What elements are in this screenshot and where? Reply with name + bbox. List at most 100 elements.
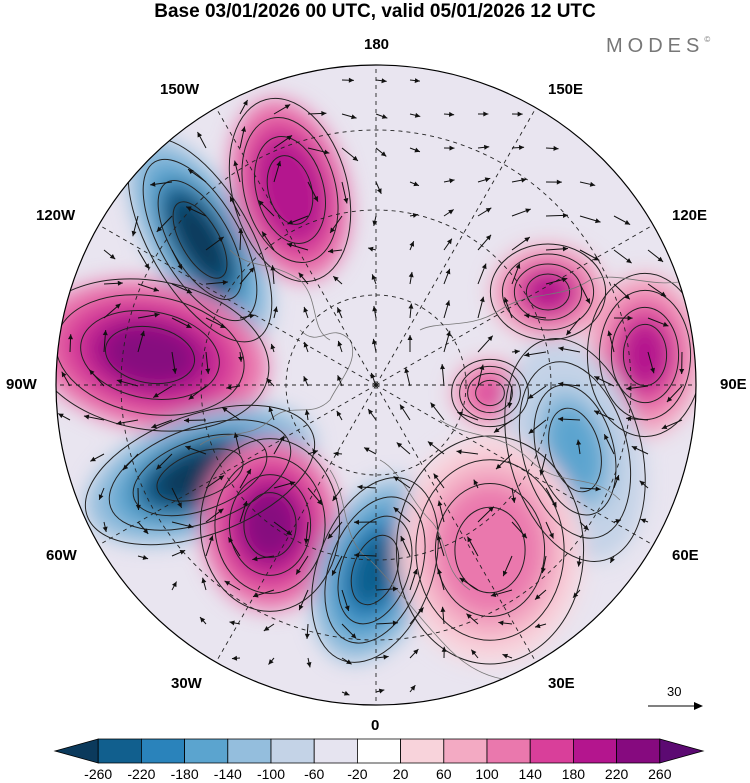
wind-arrow-head (381, 78, 387, 84)
wind-arrow-head (481, 263, 487, 270)
wind-arrow-head (399, 404, 405, 411)
wind-arrow-head (205, 368, 211, 374)
wind-arrow-head (303, 342, 309, 348)
anomaly-negative-blob (546, 405, 604, 495)
wind-arrow-head (197, 131, 203, 138)
wind-arrow-head (524, 352, 530, 358)
meridian-line (215, 384, 377, 663)
wind-arrow-head (266, 378, 272, 384)
wind-arrow-head (393, 476, 400, 482)
wind-arrow-head (156, 464, 162, 470)
wind-arrow-head (534, 623, 541, 629)
wind-arrow-head (312, 449, 318, 455)
wind-arrow-head (595, 218, 601, 224)
wind-arrow-head (187, 523, 194, 529)
wind-arrow-head (551, 501, 557, 508)
wind-arrow-head (410, 685, 416, 691)
wind-arrow-head (258, 200, 264, 206)
wind-arrow-head (558, 416, 564, 422)
wind-arrow-head (631, 446, 638, 451)
wind-arrow-head (313, 196, 318, 202)
wind-arrow-head (392, 620, 398, 626)
wind-arrow-head (626, 416, 632, 422)
wind-arrow-head (496, 463, 502, 470)
wind-arrow-head (268, 406, 274, 413)
wind-arrow-head (279, 435, 285, 442)
colorbar-segment (443, 738, 488, 764)
height-contour (172, 201, 228, 279)
wind-arrow-head (298, 272, 304, 279)
wind-arrow-head (327, 533, 333, 539)
wind-arrow-head (449, 145, 455, 151)
wind-arrow-head (343, 690, 350, 696)
wind-arrow-head (418, 607, 424, 613)
wind-arrow-head (249, 313, 255, 319)
label-60w: 60W (46, 547, 77, 564)
wind-arrow-head (440, 606, 446, 612)
wind-arrow-head (208, 535, 214, 541)
wind-arrow-head (436, 534, 442, 541)
wind-arrow-head (303, 376, 309, 382)
meridian-line (375, 107, 537, 386)
wind-arrow-head (524, 237, 530, 243)
colorbar-segment (400, 738, 445, 764)
height-contour (142, 158, 258, 322)
wind-arrow-head (661, 424, 668, 429)
wind-arrow-head (407, 335, 413, 341)
colorbar-tick-label: 100 (475, 766, 499, 782)
height-contour (489, 243, 607, 341)
wind-arrow-head (241, 126, 247, 132)
height-contour (84, 404, 316, 546)
wind-arrow-head (400, 536, 406, 542)
colorbar-segment (357, 738, 401, 764)
wind-arrow-head (270, 343, 276, 350)
wind-arrow-head (246, 468, 251, 475)
label-60e: 60E (672, 547, 699, 564)
wind-arrow-head (666, 396, 673, 402)
wind-arrow-head (131, 230, 137, 237)
wind-arrow-head (323, 149, 330, 155)
colorbar-tick-label: 260 (648, 766, 672, 782)
wind-arrow-head (430, 402, 436, 409)
wind-arrow-head (561, 277, 568, 283)
wind-arrow-head (233, 160, 239, 167)
colorbar-segment (227, 738, 272, 764)
wind-arrow-head (449, 178, 455, 184)
brand-name: MODES (606, 35, 705, 57)
height-contour (266, 155, 314, 225)
wind-arrow-head (228, 537, 234, 543)
wind-arrow-head (485, 207, 492, 213)
map-border (55, 64, 697, 706)
colorbar-segment (53, 738, 99, 764)
wind-arrow-head (286, 135, 293, 141)
height-contour (104, 325, 196, 385)
height-contour (243, 492, 297, 558)
wind-arrow-head (304, 409, 310, 415)
wind-arrow-head (627, 315, 633, 321)
height-contour (622, 323, 668, 387)
wind-arrow-head (177, 502, 182, 508)
height-contour (108, 419, 292, 531)
wind-arrow-head (151, 423, 157, 429)
wind-arrow-head (485, 234, 492, 241)
wind-arrow-head (343, 197, 349, 204)
reference-vector-label: 30 (667, 684, 682, 699)
wind-arrow-head (660, 291, 667, 297)
anomaly-positive-blob (621, 322, 669, 388)
wind-arrow-head (503, 297, 509, 303)
wind-arrow-head (626, 385, 632, 391)
wind-arrow-head (317, 499, 323, 505)
wind-arrow-head (372, 220, 378, 226)
wind-arrow-head (238, 228, 244, 234)
colorbar-tick-label: -260 (84, 766, 113, 782)
wind-arrow-head (396, 442, 403, 448)
wind-arrow-head (58, 413, 64, 419)
wind-arrow-head (238, 356, 244, 362)
colorbar-segment (573, 738, 617, 764)
wind-arrow-head (328, 248, 334, 254)
wind-arrow-head (336, 410, 342, 417)
wind-arrow-head (177, 263, 183, 270)
colorbar (53, 738, 705, 764)
wind-arrow-head (576, 561, 582, 567)
wind-arrow-head (502, 570, 508, 577)
